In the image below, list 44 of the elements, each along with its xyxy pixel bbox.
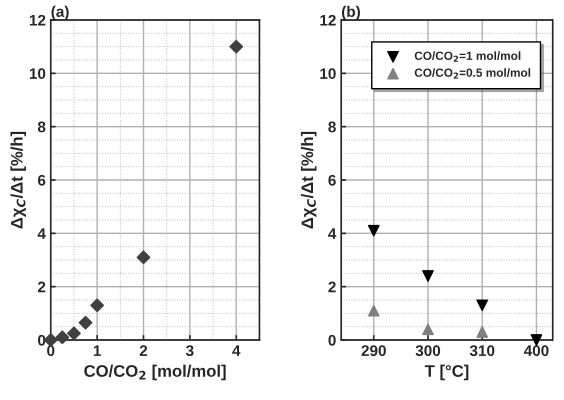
y-tick-label: 2 bbox=[38, 282, 46, 292]
point bbox=[229, 40, 244, 54]
point bbox=[78, 316, 92, 330]
y-tick-label: 4 bbox=[38, 228, 46, 239]
y-tick-label: 8 bbox=[38, 122, 46, 132]
point bbox=[476, 299, 488, 312]
x-axis-title: CO/CO$_{2}$ [mol/mol] bbox=[84, 364, 226, 380]
chart-title: (a) bbox=[52, 6, 69, 20]
point bbox=[422, 270, 434, 282]
point bbox=[67, 326, 81, 340]
chart-title: (b) bbox=[342, 6, 360, 20]
y-tick-label: 0 bbox=[328, 334, 336, 346]
point bbox=[476, 326, 488, 338]
point bbox=[422, 323, 434, 336]
x-tick-label: 4 bbox=[232, 345, 240, 356]
point bbox=[90, 298, 104, 312]
x-axis-title: T [°C] bbox=[424, 364, 468, 380]
y-axis-title: Δχ$_{C}$/Δt [%/h] bbox=[10, 132, 26, 228]
point bbox=[368, 304, 380, 317]
y-tick-label: 6 bbox=[38, 174, 46, 186]
legend-label: CO/CO$_{2}$=1 mol/mol bbox=[414, 51, 520, 62]
y-tick-label: 6 bbox=[328, 174, 336, 186]
x-tick-label: 0 bbox=[47, 345, 54, 356]
x-tick-label: 310 bbox=[470, 345, 494, 356]
y-tick-label: 4 bbox=[328, 228, 336, 239]
point bbox=[55, 330, 70, 344]
point bbox=[530, 334, 542, 346]
x-tick-label: 3 bbox=[186, 345, 194, 356]
y-tick-label: 12 bbox=[30, 14, 46, 26]
point bbox=[136, 250, 150, 264]
x-tick-label: 300 bbox=[416, 345, 440, 356]
y-tick-label: 12 bbox=[320, 14, 336, 26]
y-tick-label: 0 bbox=[38, 334, 46, 346]
y-axis-title: Δχ$_{C}$/Δt [%/h] bbox=[300, 132, 316, 228]
y-tick-label: 2 bbox=[328, 282, 336, 292]
y-tick-label: 10 bbox=[30, 68, 46, 80]
x-tick-label: 2 bbox=[140, 345, 148, 356]
x-tick-label: 1 bbox=[94, 345, 101, 356]
y-tick-label: 10 bbox=[320, 68, 336, 80]
y-tick-label: 8 bbox=[328, 122, 336, 132]
x-tick-label: 290 bbox=[362, 345, 386, 356]
point bbox=[368, 224, 380, 237]
legend-label: CO/CO$_{2}$=0.5 mol/mol bbox=[414, 68, 530, 79]
x-tick-label: 400 bbox=[524, 345, 549, 356]
